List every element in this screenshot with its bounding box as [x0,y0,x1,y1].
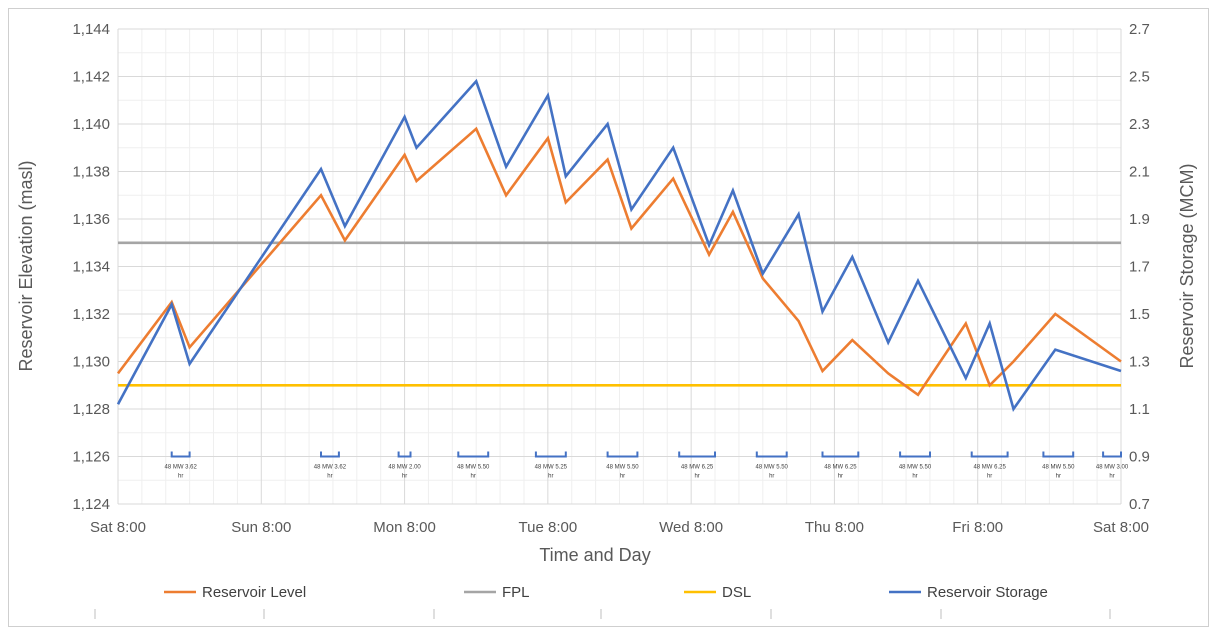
left-y-tick-label: 1,130 [72,354,110,371]
left-y-tick-label: 1,124 [72,496,110,513]
left-y-tick-label: 1,132 [72,306,110,323]
generation-label: 48 MW 3.00 [1096,465,1129,471]
left-y-tick-label: 1,126 [72,449,110,466]
x-tick-label: Thu 8:00 [805,519,864,536]
x-axis-title: Time and Day [539,545,650,565]
right-y-tick-label: 1.7 [1129,259,1150,276]
line-chart: 1,124 1,126 1,128 1,130 1,132 1,134 1,136 1,138… [16,21,1197,619]
generation-label: 48 MW 5.50 [1042,465,1075,471]
bottom-decorative-ticks [94,609,1111,619]
generation-label-unit: hr [471,474,476,480]
x-tick-label: Sat 8:00 [90,519,146,536]
right-y-tick-label: 1.9 [1129,211,1150,228]
generation-label-unit: hr [838,474,843,480]
generation-bracket [397,451,412,458]
generation-label-unit: hr [694,474,699,480]
generation-bracket [170,451,191,458]
generation-bracket [1042,451,1075,458]
right-y-axis-title: Reservoir Storage (MCM) [1177,163,1197,368]
series-lines [116,78,1122,412]
generation-bracket [899,451,931,458]
x-tick-label: Fri 8:00 [952,519,1003,536]
left-y-tick-label: 1,136 [72,211,110,228]
right-y-tick-label: 1.5 [1129,306,1150,323]
generation-label: 48 MW 6.25 [973,465,1006,471]
legend-label-dsl: DSL [722,584,751,601]
right-y-axis-ticks: 0.7 0.9 1.1 1.3 1.5 1.7 1.9 2.1 2.3 2.5 2.7 [1129,21,1150,513]
x-tick-label: Sat 8:00 [1093,519,1149,536]
generation-label-unit: hr [912,474,917,480]
legend-label-fpl: FPL [502,584,530,601]
left-y-tick-label: 1,134 [72,259,110,276]
generation-bracket [457,451,490,458]
generation-label: 48 MW 5.50 [606,465,639,471]
generation-bracket [1102,451,1122,458]
right-y-tick-label: 0.7 [1129,496,1150,513]
x-tick-label: Sun 8:00 [231,519,291,536]
generation-label: 48 MW 5.50 [899,465,932,471]
legend-label-reservoir-storage: Reservoir Storage [927,584,1048,601]
generation-bracket [970,451,1009,458]
generation-label: 48 MW 5.50 [457,465,490,471]
reservoir-storage-line [116,78,1122,412]
legend: Reservoir Level FPL DSL Reservoir Storage [164,584,1048,601]
generation-label-unit: hr [1056,474,1061,480]
left-y-tick-label: 1,128 [72,401,110,418]
right-y-tick-label: 2.5 [1129,69,1150,86]
generation-label: 48 MW 2.00 [388,465,421,471]
left-y-axis-title: Reservoir Elevation (masl) [16,160,36,371]
generation-bracket [755,451,788,458]
generation-label-unit: hr [769,474,774,480]
right-y-tick-label: 2.3 [1129,116,1150,133]
x-tick-label: Wed 8:00 [659,519,723,536]
left-y-tick-label: 1,144 [72,21,110,38]
annotations: 48 MW 3.62 hr 48 MW 3.62 hr 48 MW 2.00 hr 48 M… [165,451,1129,480]
generation-bracket [678,451,716,458]
x-tick-label: Mon 8:00 [373,519,436,536]
x-axis-ticks: Sat 8:00 Sun 8:00 Mon 8:00 Tue 8:00 Wed 8:00… [90,519,1149,536]
right-y-tick-label: 2.7 [1129,21,1150,38]
generation-label-unit: hr [1109,474,1114,480]
generation-label: 48 MW 3.62 [165,465,198,471]
generation-label: 48 MW 6.25 [681,465,714,471]
generation-bracket [821,451,860,458]
left-y-tick-label: 1,140 [72,116,110,133]
generation-label-unit: hr [987,474,992,480]
generation-label-unit: hr [620,474,625,480]
legend-label-reservoir-level: Reservoir Level [202,584,306,601]
right-y-tick-label: 2.1 [1129,164,1150,181]
right-y-tick-label: 1.1 [1129,401,1150,418]
generation-label-unit: hr [327,474,332,480]
right-y-tick-label: 1.3 [1129,354,1150,371]
chart-frame: 1,124 1,126 1,128 1,130 1,132 1,134 1,136 1,138… [8,8,1209,627]
left-y-tick-label: 1,138 [72,164,110,181]
generation-label: 48 MW 5.50 [756,465,789,471]
left-y-axis-ticks: 1,124 1,126 1,128 1,130 1,132 1,134 1,136 1,138… [72,21,110,513]
generation-label: 48 MW 5.25 [535,465,568,471]
x-tick-label: Tue 8:00 [519,519,578,536]
generation-bracket [320,451,340,458]
generation-label-unit: hr [402,474,407,480]
generation-label-unit: hr [178,474,183,480]
generation-label: 48 MW 3.62 [314,465,347,471]
right-y-tick-label: 0.9 [1129,449,1150,466]
generation-bracket [534,451,567,458]
left-y-tick-label: 1,142 [72,69,110,86]
generation-label-unit: hr [548,474,553,480]
generation-label: 48 MW 6.25 [824,465,857,471]
generation-bracket [606,451,639,458]
